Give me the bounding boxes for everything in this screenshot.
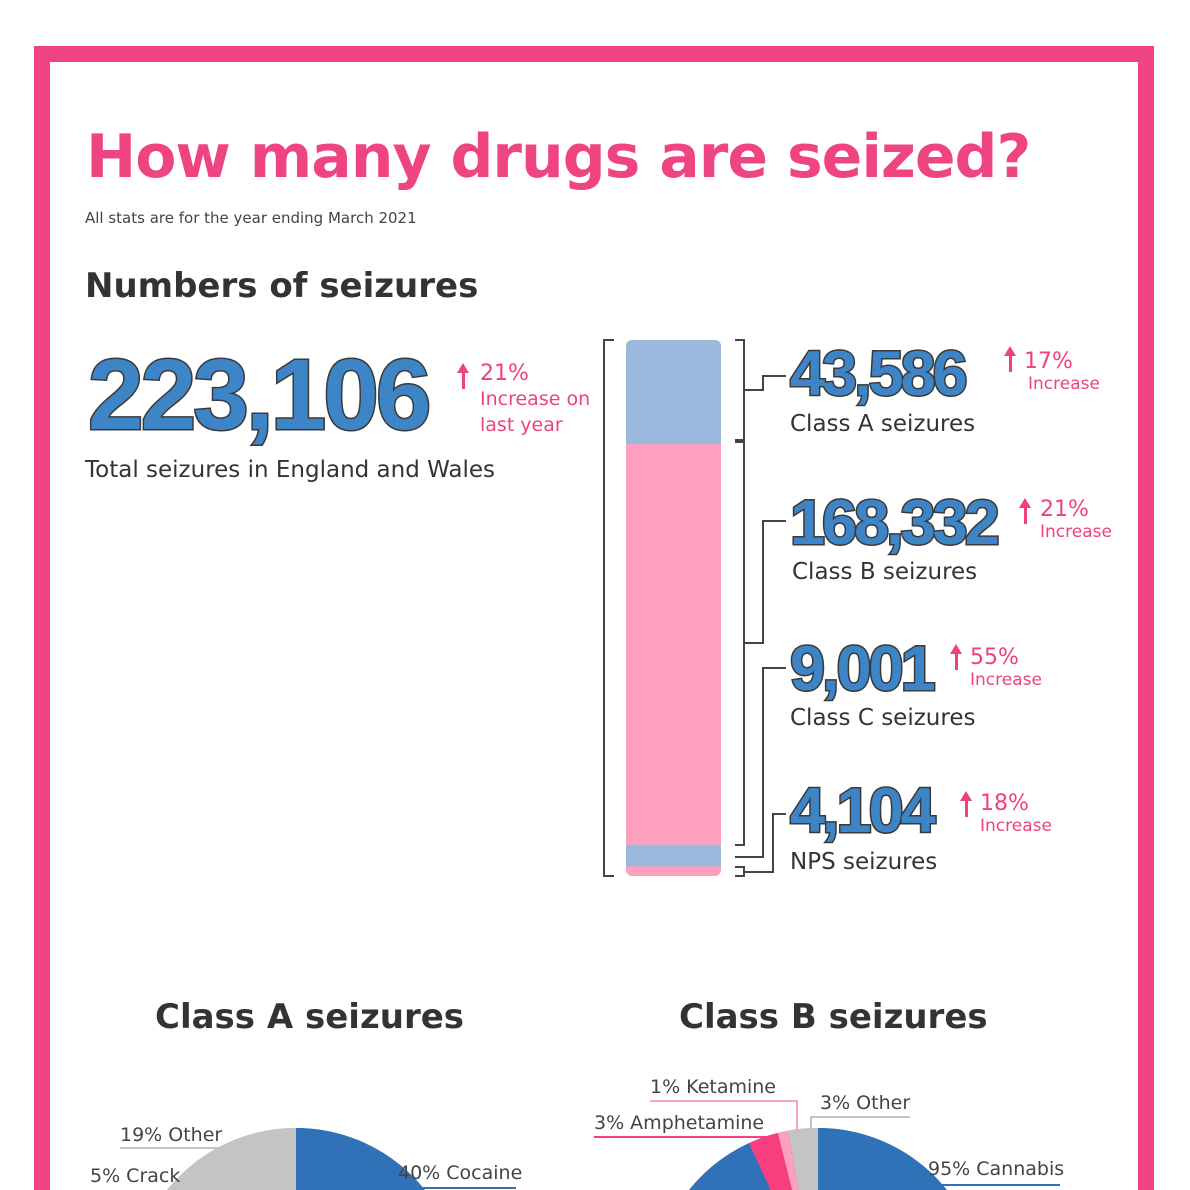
pie-slice-ketamine (777, 1130, 799, 1190)
label-amphetamine: 3% Amphetamine (594, 1112, 765, 1134)
class-b-label: Class B seizures (792, 559, 978, 585)
total-change-pct: 21% (480, 361, 529, 386)
class-c-value: 9,001 (789, 634, 938, 704)
class-a-label: Class A seizures (790, 411, 976, 437)
class-a-pie (167, 1128, 425, 1190)
class-c-change-pct: 55% (970, 645, 1019, 670)
subtitle: All stats are for the year ending March … (85, 209, 417, 227)
total-change-text-2: last year (480, 414, 563, 436)
label-class-a-other: 19% Other (120, 1124, 223, 1146)
pie-slice-other (167, 1128, 296, 1190)
class-c-label: Class C seizures (790, 705, 976, 731)
arrow-up-icon (457, 363, 469, 389)
bracket-class-a (735, 339, 786, 441)
label-crack: 5% Crack (90, 1165, 181, 1187)
class-c-change-text: Increase (970, 670, 1042, 690)
class-a-change-pct: 17% (1024, 349, 1073, 374)
class-a-value: 43,586 (789, 339, 970, 409)
total-seizures-label: Total seizures in England and Wales (85, 457, 496, 483)
page-border (34, 46, 1154, 1190)
section-title: Numbers of seizures (85, 266, 479, 306)
pie-slice-other (787, 1128, 818, 1190)
nps-value: 4,104 (789, 776, 938, 846)
class-a-pie-title: Class A seizures (155, 997, 465, 1037)
arrow-up-icon (950, 644, 962, 670)
bar-segment-class-a (626, 340, 721, 445)
class-b-value: 168,332 (789, 488, 1002, 558)
label-class-b-other: 3% Other (820, 1092, 911, 1114)
nps-label: NPS seizures (790, 849, 938, 875)
bracket-total (603, 339, 614, 877)
arrow-up-icon (960, 791, 972, 817)
class-b-change-text: Increase (1040, 522, 1112, 542)
bracket-class-b (735, 441, 786, 846)
label-ketamine: 1% Ketamine (650, 1076, 776, 1098)
arrow-up-icon (1019, 498, 1031, 524)
leader-class-b-other (810, 1116, 910, 1130)
bar-segment-class-c (626, 844, 721, 867)
arrow-up-icon (1004, 346, 1016, 372)
label-cannabis: 95% Cannabis (928, 1158, 1065, 1180)
label-cocaine: 40% Cocaine (398, 1162, 523, 1184)
total-seizures-value: 223,106 (86, 339, 432, 451)
class-b-pie (689, 1128, 947, 1190)
bar-segments (626, 340, 721, 876)
page-title: How many drugs are seized? (86, 122, 1031, 192)
bar-segment-class-b (626, 443, 721, 846)
pie-slice-cocaine (296, 1128, 425, 1190)
total-change-text: Increase on (480, 388, 591, 410)
leader-ketamine (650, 1100, 798, 1132)
bar-segment-nps (626, 866, 721, 876)
class-b-change-pct: 21% (1040, 497, 1089, 522)
pie-slice-amphetamine (749, 1132, 793, 1190)
class-a-change-text: Increase (1028, 374, 1100, 394)
nps-change-text: Increase (980, 816, 1052, 836)
class-b-pie-title: Class B seizures (679, 997, 988, 1037)
nps-change-pct: 18% (980, 791, 1029, 816)
bracket-class-c (735, 667, 786, 858)
bracket-nps (735, 813, 786, 877)
